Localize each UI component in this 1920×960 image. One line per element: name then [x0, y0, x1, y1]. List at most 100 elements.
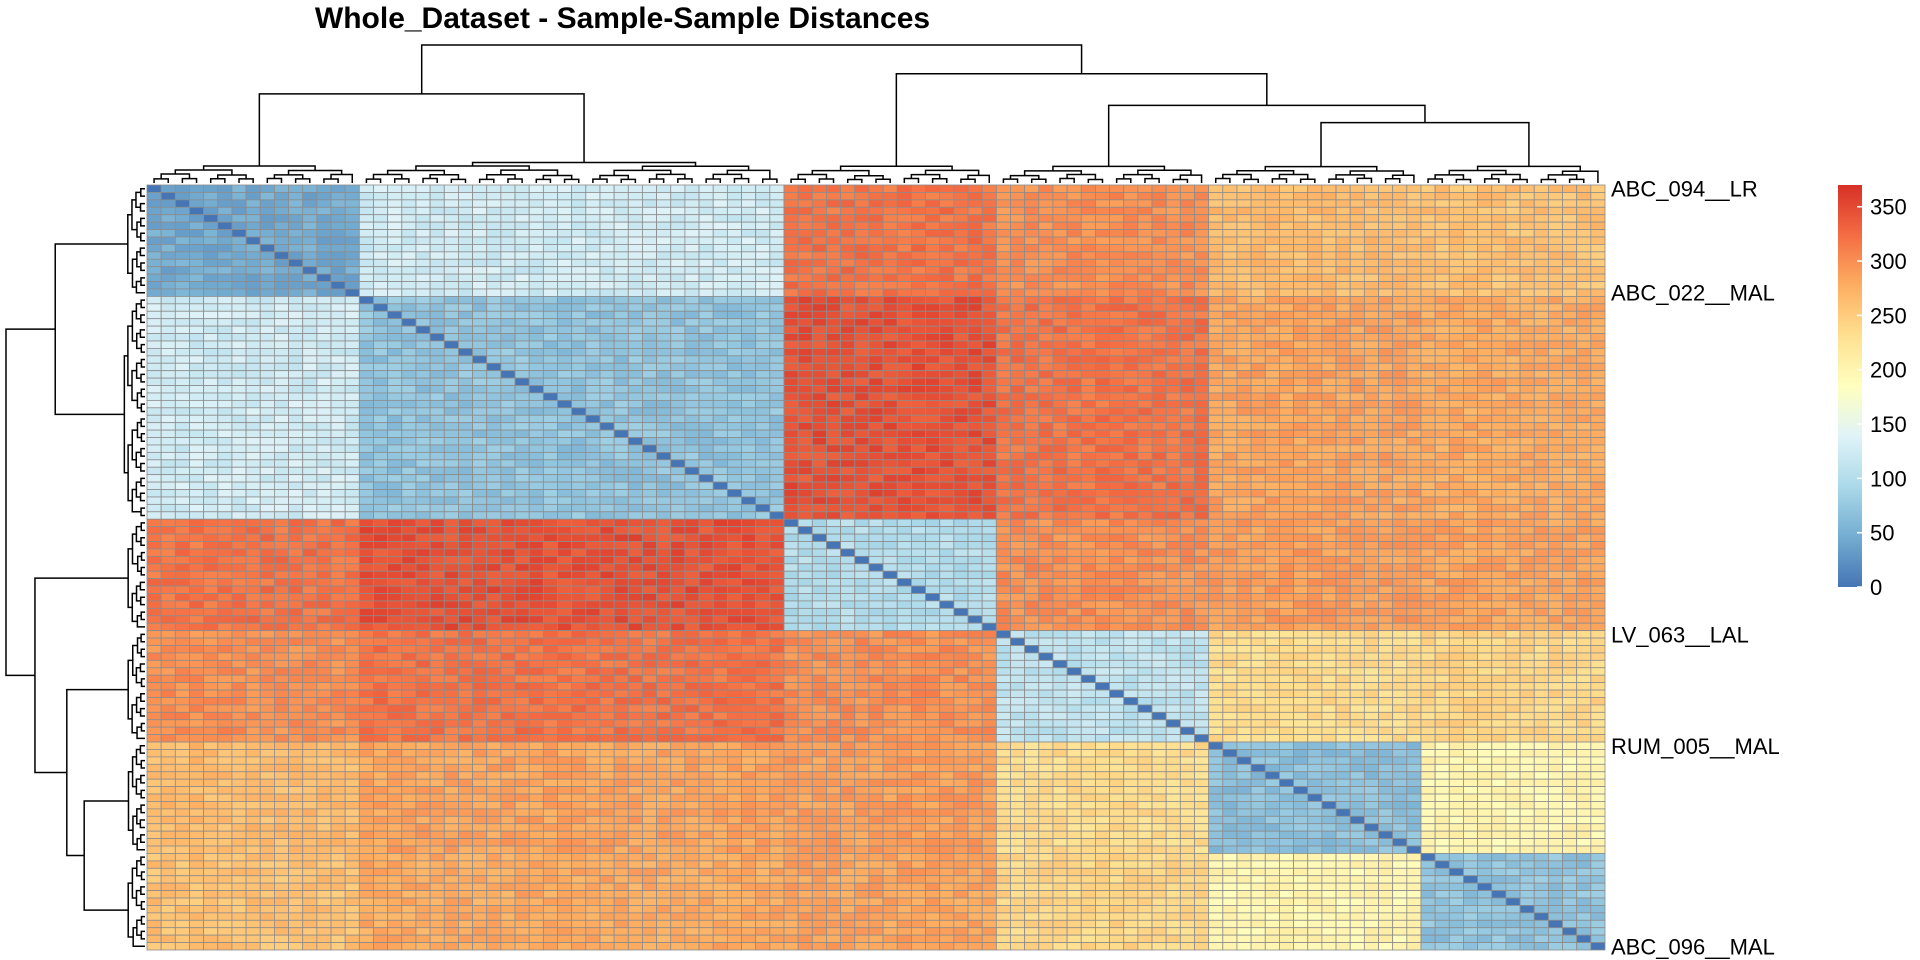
heatmap-cell	[868, 444, 884, 453]
heatmap-cell	[868, 503, 884, 513]
heatmap-cell	[783, 325, 799, 334]
heatmap-cell	[854, 273, 870, 282]
heatmap-cell	[698, 399, 714, 409]
heatmap-cell	[684, 444, 700, 453]
heatmap-cell	[443, 541, 459, 550]
heatmap-cell	[995, 451, 1011, 461]
heatmap-cell	[344, 355, 360, 364]
heatmap-cell	[1208, 236, 1224, 245]
heatmap-cell	[981, 489, 997, 498]
heatmap-cell	[486, 325, 502, 334]
heatmap-cell	[316, 333, 332, 342]
heatmap-cell	[514, 503, 530, 513]
heatmap-cell	[995, 362, 1011, 372]
heatmap-cell	[160, 258, 176, 268]
heatmap-cell	[910, 206, 926, 216]
heatmap-cell	[910, 511, 926, 520]
heatmap-cell	[330, 437, 346, 446]
heatmap-cell	[910, 362, 926, 372]
heatmap-cell	[826, 325, 842, 334]
heatmap-cell	[415, 340, 431, 349]
heatmap-cell	[273, 414, 289, 424]
heatmap-cell	[1024, 414, 1040, 424]
heatmap-cell	[1463, 273, 1479, 282]
heatmap-cell	[189, 362, 205, 372]
heatmap-cell	[1505, 377, 1521, 386]
heatmap-cell	[698, 518, 714, 528]
heatmap-cell	[1066, 466, 1082, 476]
heatmap-cell	[288, 184, 304, 193]
heatmap-cell	[1052, 251, 1068, 260]
heatmap-cell	[472, 199, 488, 208]
heatmap-cell	[1434, 474, 1450, 483]
heatmap-cell	[1123, 258, 1139, 268]
heatmap-cell	[146, 318, 162, 327]
heatmap-cell	[755, 466, 771, 476]
heatmap-cell	[1335, 251, 1351, 260]
heatmap-cell	[1335, 496, 1351, 505]
heatmap-cell	[826, 474, 842, 483]
heatmap-cell	[1349, 533, 1365, 542]
heatmap-cell	[684, 184, 700, 193]
heatmap-cell	[1321, 310, 1337, 320]
heatmap-cell	[1519, 414, 1535, 424]
heatmap-cell	[231, 192, 247, 201]
heatmap-cell	[1463, 370, 1479, 379]
heatmap-cell	[769, 437, 785, 446]
heatmap-cell	[330, 251, 346, 260]
heatmap-cell	[358, 466, 374, 476]
heatmap-cell	[726, 437, 742, 446]
heatmap-cell	[1307, 251, 1323, 260]
heatmap-cell	[259, 281, 275, 290]
heatmap-cell	[1151, 281, 1167, 290]
heatmap-cell	[1519, 355, 1535, 364]
heatmap-cell	[1165, 318, 1181, 327]
heatmap-cell	[1066, 503, 1082, 513]
heatmap-cell	[1279, 466, 1294, 476]
heatmap-cell	[1208, 385, 1224, 394]
heatmap-cell	[1378, 414, 1394, 424]
heatmap-cell	[981, 221, 997, 230]
heatmap-cell	[1505, 526, 1521, 535]
heatmap-cell	[627, 325, 643, 334]
heatmap-cell	[613, 325, 629, 334]
heatmap-cell	[571, 407, 587, 416]
heatmap-cell	[174, 273, 190, 282]
heatmap-cell	[1137, 518, 1153, 528]
heatmap-cell	[1420, 370, 1436, 379]
heatmap-cell	[953, 385, 969, 394]
heatmap-cell	[443, 206, 459, 216]
heatmap-cell	[1335, 258, 1351, 268]
heatmap-cell	[1363, 474, 1379, 483]
heatmap-cell	[344, 192, 360, 201]
heatmap-cell	[472, 229, 488, 238]
heatmap-cell	[1463, 511, 1479, 520]
heatmap-cell	[373, 377, 389, 386]
heatmap-cell	[1010, 273, 1026, 282]
heatmap-cell	[670, 303, 686, 312]
heatmap-cell	[217, 258, 233, 268]
heatmap-cell	[316, 518, 332, 528]
heatmap-cell	[160, 377, 176, 386]
heatmap-cell	[1363, 437, 1379, 446]
heatmap-cell	[344, 511, 360, 520]
heatmap-cell	[995, 377, 1011, 386]
heatmap-cell	[1236, 459, 1252, 468]
heatmap-cell	[486, 184, 502, 193]
heatmap-cell	[585, 362, 601, 372]
heatmap-cell	[486, 407, 502, 416]
heatmap-cell	[939, 399, 955, 409]
heatmap-cell	[1576, 407, 1592, 416]
heatmap-cell	[995, 244, 1011, 253]
heatmap-cell	[1448, 503, 1464, 513]
heatmap-cell	[1406, 221, 1422, 230]
heatmap-cell	[1264, 206, 1280, 216]
heatmap-cell	[528, 437, 544, 446]
heatmap-cell	[868, 333, 884, 342]
heatmap-cell	[344, 377, 360, 386]
heatmap-cell	[840, 422, 856, 431]
heatmap-cell	[1519, 266, 1535, 275]
heatmap-cell	[755, 303, 771, 312]
heatmap-cell	[203, 229, 219, 238]
heatmap-cell	[783, 496, 799, 505]
